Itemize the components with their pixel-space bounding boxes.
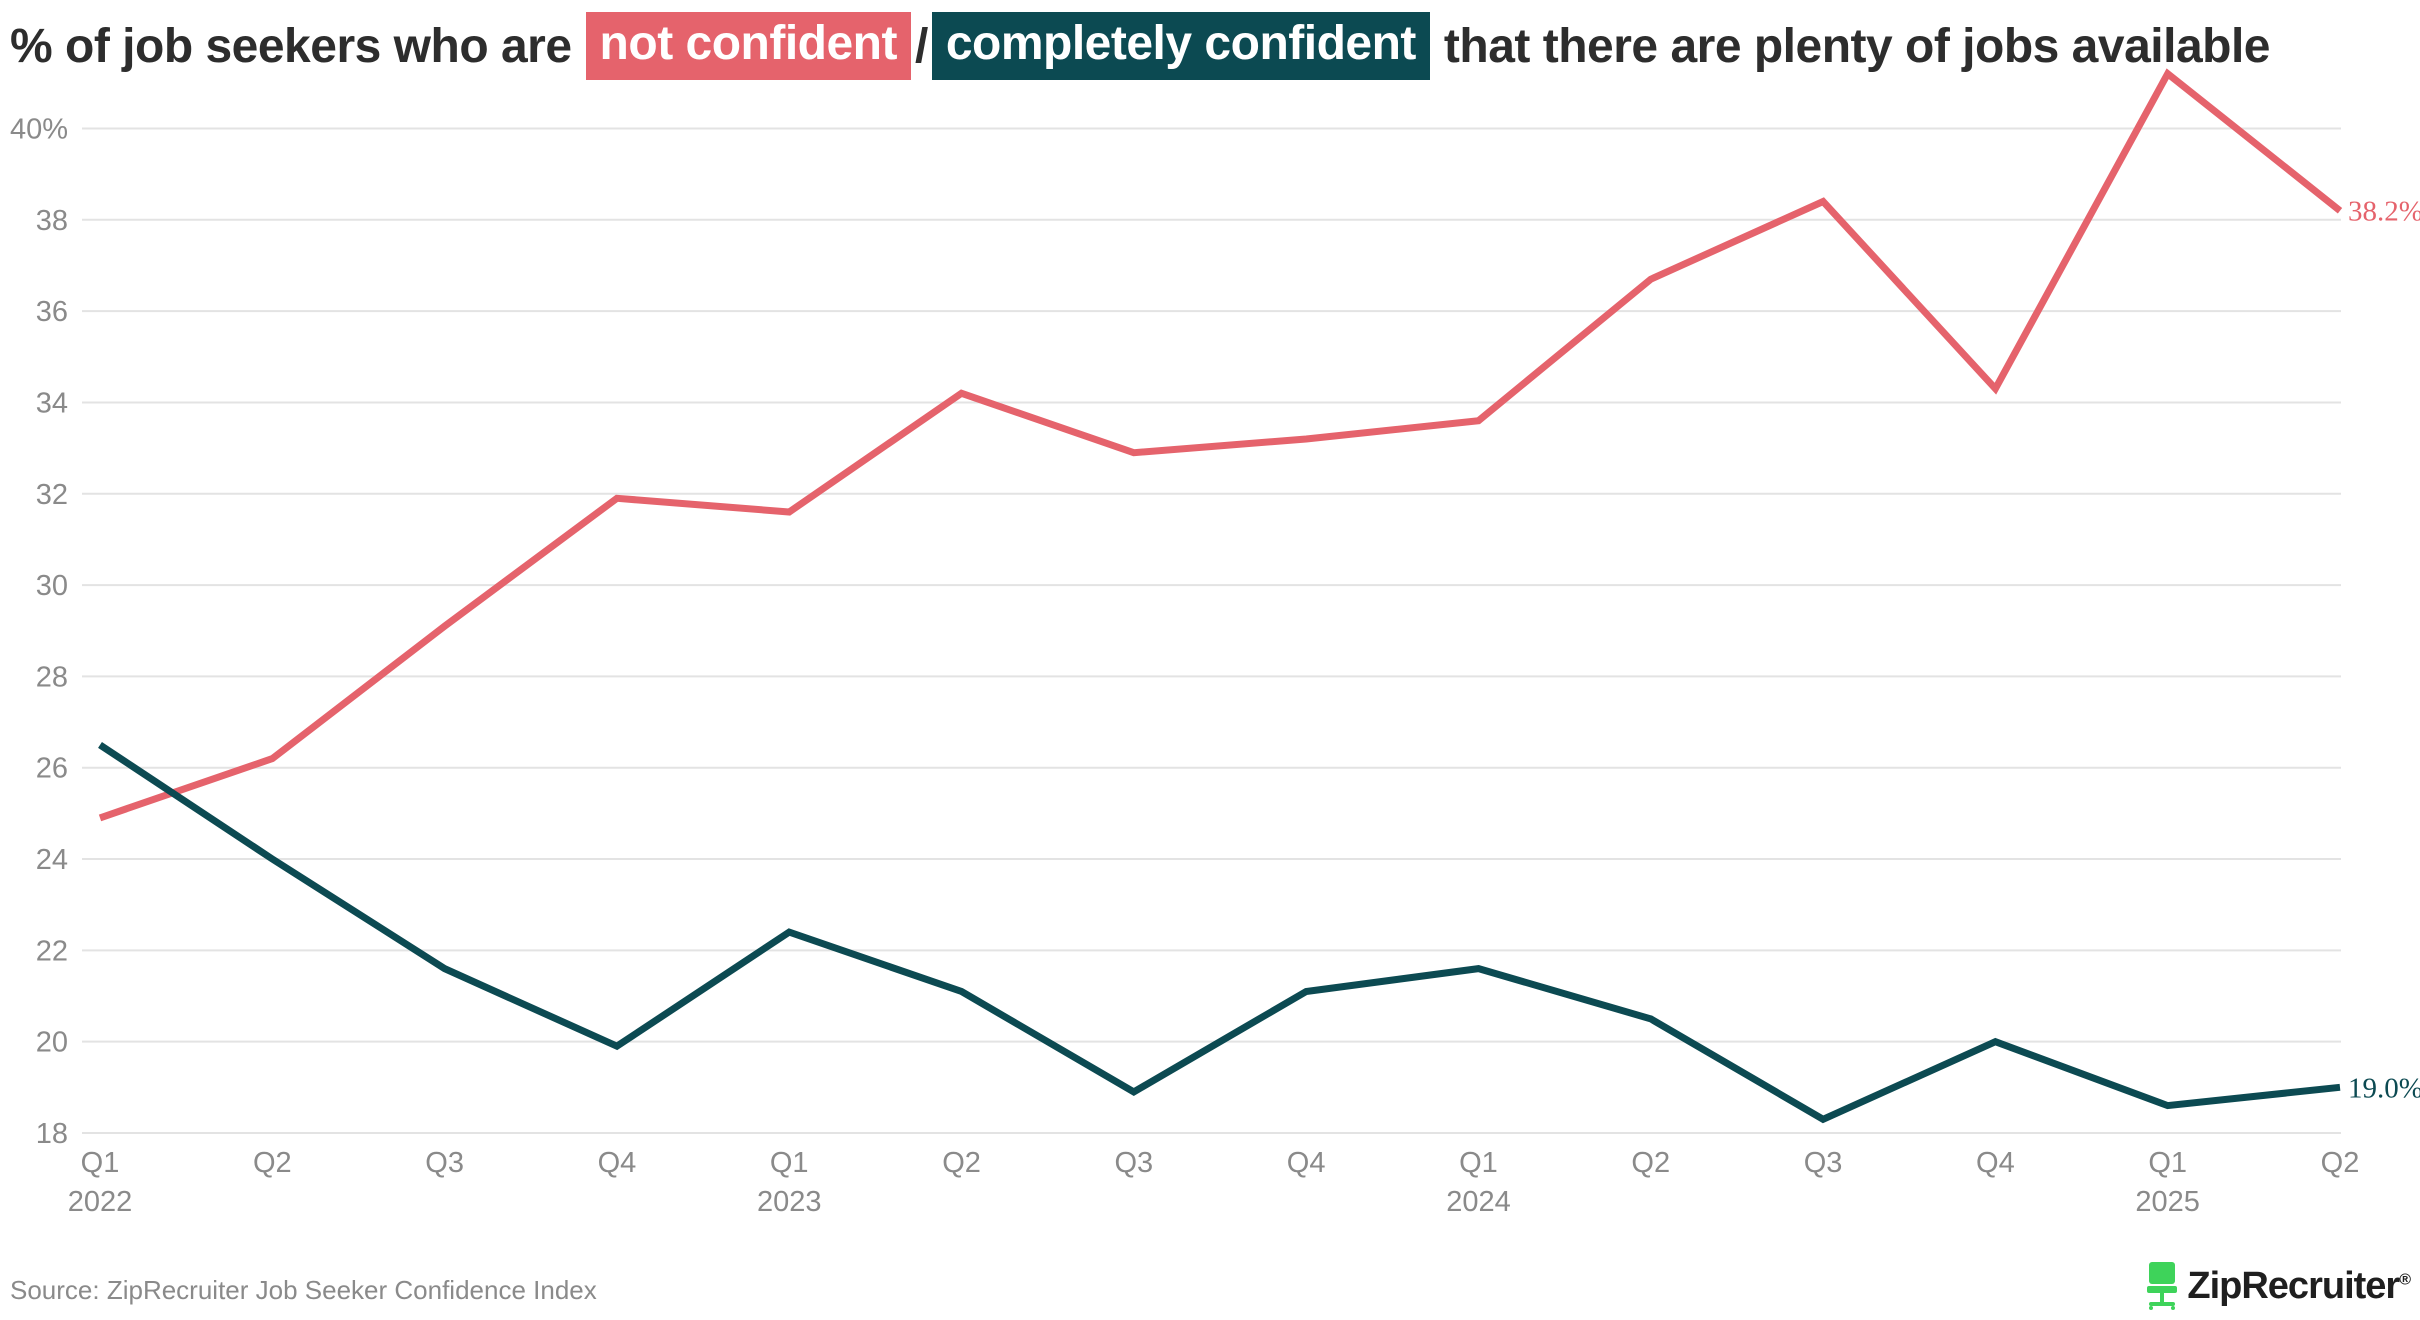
y-tick-label: 18 <box>36 1118 68 1150</box>
x-tick-label: Q1 <box>81 1147 120 1179</box>
x-tick-label: Q1 <box>1459 1147 1498 1179</box>
end-value-label: 38.2% <box>2348 196 2420 228</box>
logo-wordmark: ZipRecruiter® <box>2187 1264 2411 1307</box>
y-tick-label: 22 <box>36 935 68 967</box>
title-separator: / <box>914 19 928 73</box>
x-tick-label: Q4 <box>598 1147 637 1179</box>
gridlines <box>82 127 2341 1134</box>
x-tick-label: Q4 <box>1287 1147 1326 1179</box>
x-tick-label: Q2 <box>253 1147 292 1179</box>
series-line-completely-confident <box>98 741 2341 1124</box>
y-tick-label: 24 <box>36 844 68 876</box>
title-highlight-not-confident: not confident <box>585 11 911 81</box>
x-tick-label: Q3 <box>425 1147 464 1179</box>
x-year-label: 2025 <box>2135 1186 2200 1218</box>
y-tick-label: 20 <box>36 1027 68 1059</box>
x-tick-label: Q3 <box>1115 1147 1154 1179</box>
y-tick-label: 34 <box>36 387 68 419</box>
y-tick-label: 26 <box>36 753 68 785</box>
x-tick-label: Q4 <box>1976 1147 2015 1179</box>
title-highlight-completely-confident: completely confident <box>931 11 1430 81</box>
end-labels: 38.2% 19.0% <box>2348 196 2420 1105</box>
y-tick-label: 32 <box>36 479 68 511</box>
y-tick-label: 30 <box>36 570 68 602</box>
x-axis-ticks: Q1 2022 Q2 Q3 Q4 Q1 2023 Q2 Q3 Q4 Q1 2024 Q2 Q3 Q4 Q1 20… <box>68 1147 2360 1218</box>
y-tick-label: 38 <box>36 205 68 237</box>
series-lines <box>98 68 2343 1124</box>
source-note: Source: ZipRecruiter Job Seeker Confiden… <box>10 1275 597 1305</box>
y-axis-ticks: 18 20 22 24 26 28 30 32 34 36 38 40% <box>10 113 68 1150</box>
x-tick-label: Q2 <box>1631 1147 1670 1179</box>
chart-title: % of job seekers who are not confident /… <box>10 8 2270 84</box>
x-year-label: 2023 <box>757 1186 822 1218</box>
y-tick-label: 36 <box>36 296 68 328</box>
title-suffix: that there are plenty of jobs available <box>1443 19 2271 73</box>
x-tick-label: Q2 <box>942 1147 981 1179</box>
series-line-not-confident <box>98 68 2343 822</box>
y-tick-label: 40% <box>10 113 68 145</box>
chair-icon <box>2147 1262 2178 1310</box>
end-value-label: 19.0% <box>2348 1072 2420 1104</box>
x-year-label: 2022 <box>68 1186 133 1218</box>
y-tick-label: 28 <box>36 661 68 693</box>
x-tick-label: Q1 <box>2148 1147 2187 1179</box>
x-tick-label: Q2 <box>2321 1147 2360 1179</box>
x-year-label: 2024 <box>1446 1186 1511 1218</box>
x-tick-label: Q1 <box>770 1147 809 1179</box>
ziprecruiter-logo: ZipRecruiter® <box>2145 1262 2411 1310</box>
title-prefix: % of job seekers who are <box>10 19 572 73</box>
x-tick-label: Q3 <box>1804 1147 1843 1179</box>
